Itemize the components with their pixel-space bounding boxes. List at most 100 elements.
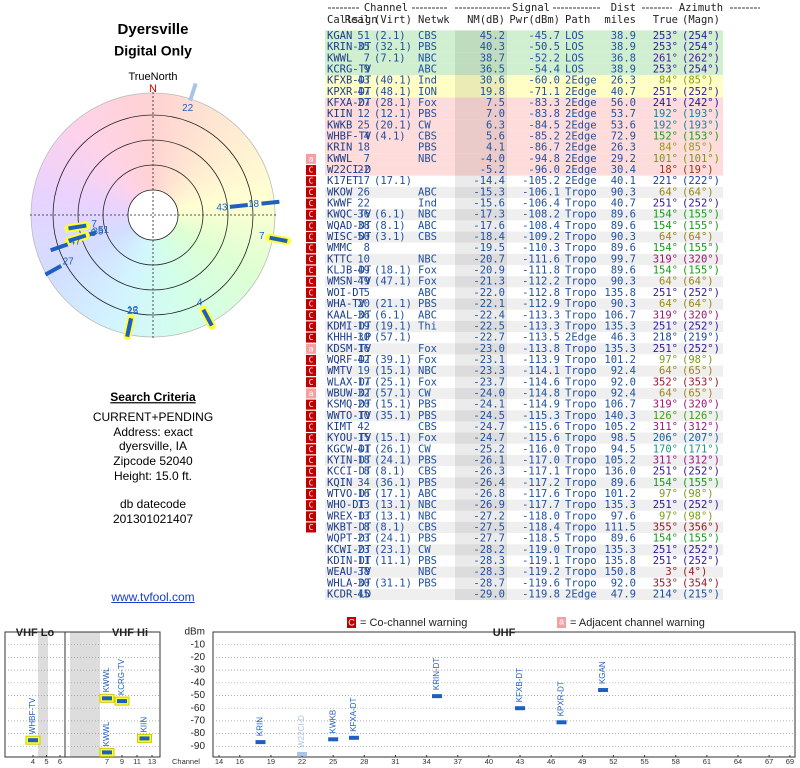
cell: 2Edge [565, 86, 597, 98]
warning-icon [306, 522, 316, 533]
cell: (98°) [682, 354, 714, 366]
cell: 64° [659, 231, 678, 243]
cell: -108.4 [522, 220, 560, 232]
col-header: Pwr(dBm) [509, 14, 560, 26]
cell: ABC [418, 287, 437, 299]
cell: (85°) [682, 75, 714, 87]
cell: Tropo [565, 242, 597, 254]
x-tick-label: 22 [298, 757, 306, 766]
polar-rings [30, 92, 276, 338]
cell: 4.1 [486, 142, 505, 154]
cell: Fox [418, 376, 437, 388]
cell: (155°) [682, 477, 720, 489]
cell: NBC [418, 499, 437, 511]
cell: (15.1) [374, 432, 412, 444]
cell: KRIN [327, 142, 352, 154]
cell: (21.1) [374, 298, 412, 310]
cell: (312°) [682, 421, 720, 433]
x-tick-label: 25 [329, 757, 337, 766]
cell: ABC [418, 64, 437, 76]
warning-code: C [309, 523, 314, 532]
row-bg [325, 387, 723, 400]
cell: (155°) [682, 220, 720, 232]
row-bg [325, 533, 723, 545]
polar-mark [68, 233, 87, 243]
cell: -112.8 [522, 287, 560, 299]
cell: Tropo [565, 443, 597, 455]
cell: Fox [418, 432, 437, 444]
x-tick-label: 6 [58, 757, 62, 766]
x-tick-label: 31 [391, 757, 399, 766]
search-line: Zipcode 52040 [113, 454, 193, 468]
station-label: KWKB [328, 710, 337, 734]
cell: KSMQ-DT [327, 399, 372, 411]
cell: (64°) [682, 231, 714, 243]
cell: (252°) [682, 544, 720, 556]
cell: NBC [418, 209, 437, 221]
warning-icon [306, 399, 316, 410]
x-tick-label: 19 [267, 757, 275, 766]
station-label: KCRG-TV [117, 658, 126, 695]
warning-code: C [309, 277, 314, 286]
cell: (8.1) [374, 521, 406, 533]
warning-icon [306, 455, 316, 466]
cell: KWWF [327, 198, 352, 210]
cell: (6.1) [374, 309, 406, 321]
warning-code: C [309, 422, 314, 431]
row-bg [325, 376, 723, 388]
cell: 45.2 [480, 30, 505, 42]
row-bg [325, 331, 723, 344]
cell: (252°) [682, 466, 720, 478]
warning-icon [306, 410, 316, 421]
cell: 253° [653, 41, 678, 53]
polar-channel: 18 [248, 199, 260, 210]
cell: (64°) [682, 276, 714, 288]
cell: Tropo [565, 343, 597, 355]
cell: K17ET [327, 175, 359, 187]
site-link[interactable]: www.tvfool.com [111, 590, 195, 604]
station-label: KWWL [102, 667, 111, 692]
cell: -112.9 [522, 298, 560, 310]
cell: -119.6 [522, 577, 560, 589]
cell: -50.5 [528, 41, 560, 53]
cell: -119.8 [522, 589, 560, 601]
cell: 38.9 [611, 41, 636, 53]
station-label: W22CI-D [297, 715, 306, 748]
cell: (320°) [682, 399, 720, 411]
cell: KQIN [327, 477, 352, 489]
col-header: Real [345, 14, 370, 26]
warning-code: C [309, 166, 314, 175]
cell: -113.3 [522, 309, 560, 321]
cell: (98°) [682, 488, 714, 500]
cell: -115.6 [522, 432, 560, 444]
cell: 136.0 [604, 466, 636, 478]
group-header: Azimuth [679, 2, 723, 14]
cell: (252°) [682, 499, 720, 511]
warning-icon [306, 388, 316, 399]
cell: -118.5 [522, 533, 560, 545]
cell: -83.8 [528, 108, 560, 120]
row-bg [325, 197, 723, 210]
station-label: KWWL [102, 721, 111, 746]
polar-mark [261, 199, 280, 206]
cell: -27.2 [473, 510, 505, 522]
warning-icon [306, 488, 316, 499]
cell: 16 [357, 343, 370, 355]
cell: Tropo [565, 265, 597, 277]
cell: -114.1 [522, 365, 560, 377]
x-tick-label: 5 [44, 757, 48, 766]
cell: 51 [357, 30, 370, 42]
cell: Tropo [565, 466, 597, 478]
cell: 36 [357, 309, 370, 321]
cell: CW [418, 119, 431, 131]
row-bg [325, 253, 723, 265]
row-bg [325, 231, 723, 243]
cell: 319° [653, 399, 678, 411]
cell: 140.3 [604, 410, 636, 422]
cell: 2Edge [565, 153, 597, 165]
cell: -96.0 [528, 164, 560, 176]
warning-icon [306, 444, 316, 455]
signal-mark [431, 694, 442, 699]
cell: 26.3 [611, 75, 636, 87]
cell: ABC [418, 309, 437, 321]
